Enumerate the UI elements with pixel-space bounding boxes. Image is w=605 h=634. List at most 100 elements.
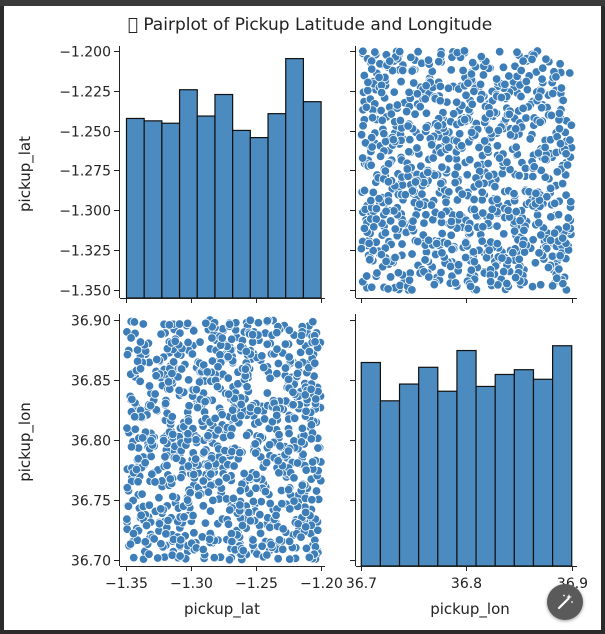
scatter-point [465,281,476,292]
histogram-bar-lon [437,390,458,567]
scatter-point [556,83,567,93]
scatter-point [455,210,465,220]
scatter-point [167,412,177,422]
scatter-point [360,138,371,148]
scatter-point [415,132,425,143]
scatter-point [363,85,373,96]
scatter-point [262,339,272,349]
scatter-point [135,376,145,387]
scatter-point [386,109,396,119]
scatter-point [551,72,561,82]
scatter-point [367,113,378,123]
scatter-point [374,72,384,83]
histogram-bar-lat [125,117,145,299]
scatter-point [460,114,470,125]
histogram-bar-lon [379,400,401,567]
scatter-point [283,374,294,385]
scatter-point [388,134,399,145]
scatter-point [375,151,386,162]
scatter-point [441,135,451,145]
scatter-point [187,349,198,359]
scatter-point [547,251,558,261]
scatter-point [226,430,236,441]
scatter-point [208,495,218,506]
histogram-bar-lon [456,349,477,567]
scatter-point [376,87,387,98]
scatter-point [466,69,477,79]
scatter-point [156,504,166,514]
y-lon-tick-label: 36.70 [71,554,111,570]
scatter-point [543,262,554,273]
scatter-point [184,401,194,411]
scatter-point [313,525,323,535]
scatter-point [213,362,223,372]
scatter-point [389,87,399,97]
histogram-bar-lon [475,385,496,567]
scatter-point [191,384,202,395]
scatter-point [554,264,564,274]
scatter-point [519,225,529,236]
scatter-point [137,433,148,443]
scatter-point [235,486,246,496]
scatter-point [511,142,521,152]
scatter-point [474,142,484,153]
scatter-point [125,539,136,549]
scatter-point [203,431,213,441]
histogram-bar-lon [494,373,515,567]
scatter-point [492,194,502,205]
histogram-bar-lat [214,93,234,299]
scatter-point [423,167,433,178]
histogram-bar-lon [360,361,381,567]
scatter-point [300,390,310,400]
scatter-point [518,239,528,250]
scatter-point [505,130,516,140]
scatter-point [484,245,494,255]
scatter-point [256,496,266,507]
scatter-point [383,177,394,187]
scatter-point [477,187,487,197]
scatter-point [296,532,306,542]
scatter-point [426,200,437,210]
scatter-point [226,334,237,344]
scatter-point [421,80,431,91]
scatter-point [292,458,303,468]
scatter-point [306,420,317,430]
scatter-point [516,65,526,76]
x-lat-tick-label: −1.35 [105,576,148,592]
scatter-point [311,394,321,404]
scatter-point [311,486,322,496]
scatter-point [424,272,434,282]
scatter-point [301,406,311,416]
scatter-point [266,540,276,550]
scatter-point [410,109,420,119]
scatter-point [307,457,318,467]
scatter-point [561,149,571,159]
scatter-point [255,509,265,520]
scatter-point [510,272,521,283]
scatter-point [367,142,377,152]
scatter-point [511,206,521,217]
scatter-point [297,480,307,490]
scatter-point [421,210,431,220]
scatter-point [363,77,373,88]
scatter-point [456,141,467,151]
scatter-point [304,552,315,563]
scatter-point [167,550,177,560]
scatter-point [255,528,266,539]
scatter-point [160,398,171,409]
scatter-point [262,550,272,560]
scatter-point [448,109,459,119]
edit-chart-button[interactable] [547,584,583,620]
scatter-point [476,51,486,62]
scatter-point [518,103,528,114]
scatter-point [383,196,394,206]
scatter-point [128,528,139,539]
scatter-points-top-right [356,46,577,295]
scatter-point [123,501,134,511]
scatter-point [444,153,454,164]
scatter-point [416,161,426,171]
scatter-point [503,205,513,216]
scatter-point [528,235,538,245]
scatter-point [210,413,220,424]
scatter-point [528,171,538,182]
